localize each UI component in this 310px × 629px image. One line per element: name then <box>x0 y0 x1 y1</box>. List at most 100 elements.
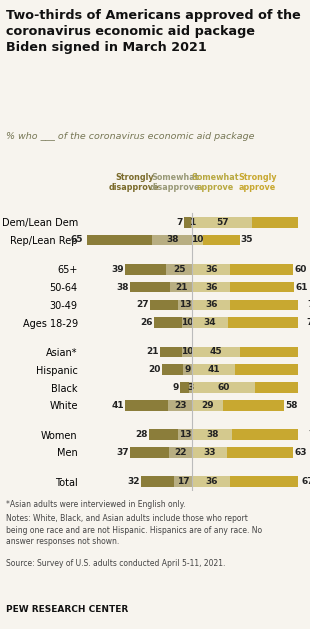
Text: 36: 36 <box>205 282 217 292</box>
Bar <box>230 282 294 292</box>
Text: Notes: White, Black, and Asian adults include those who report
being one race an: Notes: White, Black, and Asian adults in… <box>6 514 262 547</box>
Bar <box>189 382 192 393</box>
Bar <box>192 400 223 411</box>
Bar <box>182 347 192 357</box>
Bar <box>192 217 252 228</box>
Text: 41: 41 <box>207 365 220 374</box>
Text: 36: 36 <box>205 477 217 486</box>
Text: 13: 13 <box>179 301 192 309</box>
Text: 71: 71 <box>308 430 310 439</box>
Bar <box>230 264 293 275</box>
Text: 17: 17 <box>177 477 189 486</box>
Text: 3: 3 <box>188 383 194 392</box>
Text: Two-thirds of Americans approved of the
coronavirus economic aid package
Biden s: Two-thirds of Americans approved of the … <box>6 9 301 55</box>
Text: PEW RESEARCH CENTER: PEW RESEARCH CENTER <box>6 605 128 614</box>
Bar <box>152 235 192 245</box>
Bar <box>170 282 192 292</box>
Bar <box>154 317 182 328</box>
Bar <box>184 217 191 228</box>
Text: Strongly
approve: Strongly approve <box>238 172 277 192</box>
Text: 1: 1 <box>188 218 195 226</box>
Text: 38: 38 <box>206 430 219 439</box>
Bar <box>125 264 166 275</box>
Bar <box>192 429 232 440</box>
Text: 33: 33 <box>203 448 216 457</box>
Text: 57: 57 <box>216 218 228 226</box>
Bar <box>255 382 310 393</box>
Bar <box>203 235 240 245</box>
Bar <box>192 364 235 375</box>
Bar <box>230 299 306 310</box>
Text: 73: 73 <box>306 318 310 327</box>
Bar <box>179 429 192 440</box>
Text: 7: 7 <box>176 218 183 226</box>
Text: 10: 10 <box>191 235 204 245</box>
Bar <box>160 347 182 357</box>
Text: 72: 72 <box>307 301 310 309</box>
Bar <box>150 299 179 310</box>
Bar <box>140 476 174 487</box>
Text: Strongly
disapprove: Strongly disapprove <box>109 172 159 192</box>
Bar <box>169 447 192 458</box>
Bar <box>228 317 305 328</box>
Bar <box>192 299 230 310</box>
Bar <box>149 429 179 440</box>
Text: 65: 65 <box>70 235 82 245</box>
Bar <box>230 476 301 487</box>
Bar <box>130 282 170 292</box>
Text: 36: 36 <box>205 301 217 309</box>
Bar <box>223 400 284 411</box>
Text: % who ___ of the coronavirus economic aid package: % who ___ of the coronavirus economic ai… <box>6 132 255 141</box>
Text: 22: 22 <box>174 448 187 457</box>
Bar <box>192 476 230 487</box>
Text: 38: 38 <box>166 235 179 245</box>
Bar <box>179 382 189 393</box>
Bar <box>227 447 293 458</box>
Text: 28: 28 <box>135 430 148 439</box>
Bar <box>192 264 230 275</box>
Text: Somewhat
disapprove: Somewhat disapprove <box>150 172 201 192</box>
Text: 41: 41 <box>111 401 124 410</box>
Text: 26: 26 <box>141 318 153 327</box>
Bar <box>232 429 307 440</box>
Bar <box>179 299 192 310</box>
Text: 10: 10 <box>181 318 193 327</box>
Text: 45: 45 <box>210 347 222 357</box>
Text: 21: 21 <box>175 282 187 292</box>
Text: 27: 27 <box>136 301 149 309</box>
Bar <box>162 364 183 375</box>
Text: 67: 67 <box>302 477 310 486</box>
Text: 29: 29 <box>201 401 214 410</box>
Bar <box>191 217 192 228</box>
Text: *Asian adults were interviewed in English only.: *Asian adults were interviewed in Englis… <box>6 500 186 509</box>
Text: 60: 60 <box>294 265 307 274</box>
Bar <box>192 317 228 328</box>
Text: 13: 13 <box>179 430 192 439</box>
Text: 20: 20 <box>148 365 161 374</box>
Bar <box>166 264 192 275</box>
Bar <box>84 235 152 245</box>
Text: 36: 36 <box>205 265 217 274</box>
Bar <box>183 364 192 375</box>
Text: 61: 61 <box>295 282 308 292</box>
Text: 32: 32 <box>127 477 140 486</box>
Text: 35: 35 <box>241 235 253 245</box>
Bar <box>168 400 192 411</box>
Bar <box>174 476 192 487</box>
Text: 25: 25 <box>173 265 185 274</box>
Bar <box>192 235 203 245</box>
Bar <box>240 347 310 357</box>
Bar <box>252 217 310 228</box>
Text: 9: 9 <box>184 365 191 374</box>
Bar <box>125 400 168 411</box>
Bar <box>182 317 192 328</box>
Bar <box>235 364 310 375</box>
Text: 60: 60 <box>218 383 230 392</box>
Text: 9: 9 <box>172 383 179 392</box>
Text: 58: 58 <box>285 401 298 410</box>
Bar <box>192 282 230 292</box>
Bar <box>192 382 255 393</box>
Text: Somewhat
approve: Somewhat approve <box>192 172 239 192</box>
Text: 38: 38 <box>117 282 129 292</box>
Text: 39: 39 <box>111 265 124 274</box>
